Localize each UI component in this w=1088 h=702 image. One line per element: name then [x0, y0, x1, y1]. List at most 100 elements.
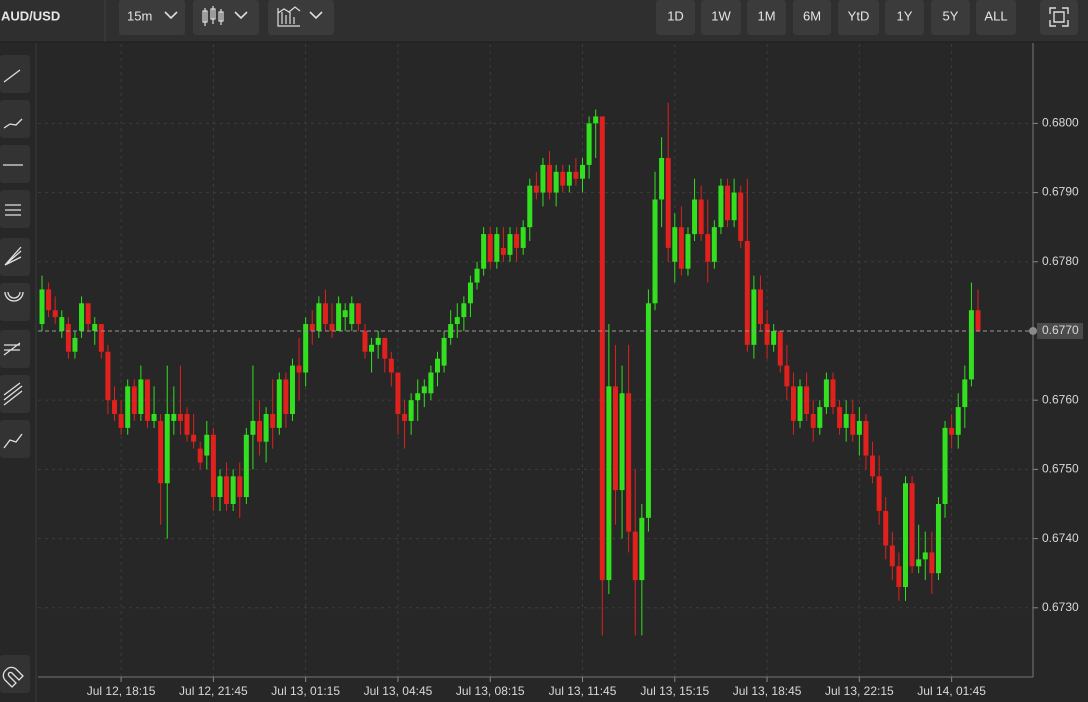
- candle-body: [738, 192, 744, 242]
- tool-button[interactable]: [0, 190, 30, 228]
- candle-body: [230, 476, 236, 504]
- interval-select[interactable]: 15m: [119, 0, 185, 35]
- candle-type-select[interactable]: [193, 0, 259, 35]
- tool-button[interactable]: [0, 100, 30, 138]
- candle-body: [131, 386, 137, 415]
- x-tick-label: Jul 13, 08:15: [456, 684, 525, 698]
- candle-body: [448, 324, 454, 338]
- candle-body: [434, 358, 440, 373]
- candle-body: [184, 414, 190, 435]
- candle-body: [810, 414, 816, 428]
- candle-body: [744, 241, 750, 345]
- candle-body: [975, 310, 981, 331]
- x-tick-label: Jul 13, 11:45: [549, 684, 617, 698]
- candle-body: [362, 330, 368, 352]
- range-button[interactable]: [747, 0, 786, 35]
- candle-body: [784, 365, 790, 387]
- tool-icon: [3, 433, 23, 449]
- fullscreen-button[interactable]: [1040, 0, 1078, 35]
- range-button[interactable]: [793, 0, 831, 35]
- interval[interactable]: 15m: [127, 8, 152, 23]
- indicator-icon: [277, 6, 301, 27]
- candle-body: [204, 434, 210, 456]
- candle-body: [580, 164, 586, 179]
- tool-button[interactable]: [0, 145, 30, 183]
- candle-body: [705, 234, 711, 262]
- candle-type-button[interactable]: [193, 0, 259, 35]
- tool-button[interactable]: [0, 655, 30, 693]
- candle-body: [797, 386, 803, 421]
- candle-body: [217, 476, 223, 498]
- candle-body: [876, 476, 882, 511]
- range-label[interactable]: 1D: [667, 8, 684, 23]
- y-tick-label: 0.6760: [1042, 392, 1079, 406]
- tool-button[interactable]: [0, 330, 30, 368]
- candle-body: [402, 414, 408, 421]
- range-label[interactable]: 6M: [803, 8, 821, 23]
- candle-body: [500, 247, 506, 255]
- candle-body: [118, 414, 124, 428]
- candle-body: [191, 434, 197, 442]
- candle-body: [79, 303, 85, 331]
- range-button[interactable]: [701, 0, 741, 35]
- candle-body: [494, 234, 500, 262]
- candle-body: [896, 566, 902, 588]
- candle-body: [586, 123, 592, 165]
- candle-body: [454, 317, 460, 325]
- candle-body: [870, 455, 876, 477]
- candle-body: [375, 337, 381, 345]
- range-label[interactable]: YtD: [848, 8, 870, 23]
- candle-body: [105, 351, 111, 401]
- candle-body: [177, 414, 183, 421]
- fullscreen-icon: [1049, 7, 1069, 27]
- candle-body: [659, 157, 665, 200]
- sidebar-bg: [0, 43, 34, 702]
- candle-body: [224, 476, 230, 504]
- range-label[interactable]: 1M: [757, 8, 775, 23]
- interval-button[interactable]: [119, 0, 185, 35]
- candle-body: [329, 324, 335, 331]
- range-button[interactable]: [656, 0, 695, 35]
- candle-body: [72, 337, 78, 352]
- candle-body: [46, 289, 52, 311]
- tool-icon: [4, 291, 24, 302]
- y-tick-label: 0.6740: [1042, 531, 1079, 545]
- range-buttons: 1D 1W 1M 6M YtD 1Y 5Y ALL: [656, 0, 1016, 35]
- range-label[interactable]: ALL: [984, 8, 1007, 23]
- candle-body: [514, 234, 520, 248]
- range-button[interactable]: [885, 0, 924, 35]
- range-label[interactable]: 1Y: [897, 8, 913, 23]
- candle-body: [678, 227, 684, 269]
- candle-body: [619, 393, 625, 491]
- candle-body: [263, 414, 269, 442]
- candle-body: [481, 234, 487, 269]
- tool-button[interactable]: [0, 375, 30, 413]
- candle-body: [883, 510, 889, 546]
- candle-body: [296, 365, 302, 373]
- candle-body: [612, 386, 618, 491]
- candle-body: [441, 337, 447, 366]
- chart: 0.6730 0.6740 0.6750 0.6760 0.6770 0.6780 0.67…: [38, 43, 1083, 698]
- candle-body: [428, 372, 434, 394]
- fullscreen[interactable]: [1040, 0, 1078, 35]
- candle-body: [725, 185, 731, 221]
- candle-body: [158, 420, 164, 484]
- range-button[interactable]: [931, 0, 970, 35]
- candle-body: [566, 171, 572, 186]
- candle-body: [507, 234, 513, 255]
- tool-button[interactable]: [0, 420, 30, 458]
- range-button[interactable]: [838, 0, 879, 35]
- symbol[interactable]: AUD/USD: [1, 8, 60, 23]
- chevron: [309, 11, 323, 20]
- range-label[interactable]: 1W: [711, 8, 731, 23]
- candle-body: [197, 448, 203, 463]
- range-button[interactable]: [976, 0, 1016, 35]
- candle-body: [487, 234, 493, 262]
- indicator-select[interactable]: [268, 0, 334, 35]
- tool-button[interactable]: [0, 283, 30, 321]
- range-label[interactable]: 5Y: [943, 8, 959, 23]
- candle-body: [560, 171, 566, 186]
- x-tick-label: Jul 12, 18:15: [87, 684, 156, 698]
- candle-body: [395, 372, 401, 415]
